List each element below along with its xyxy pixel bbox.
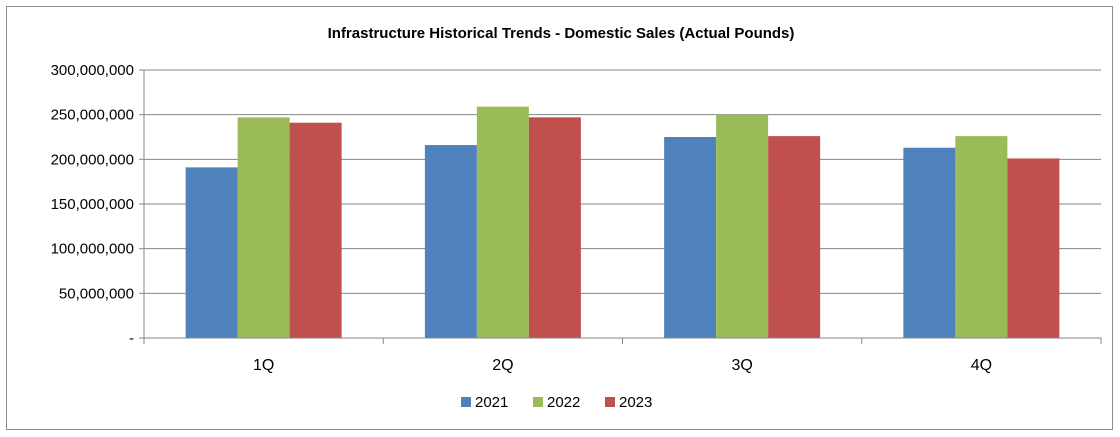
y-tick-label: 150,000,000 [51, 196, 134, 213]
bar-2022-1Q [237, 117, 290, 338]
x-category-label: 1Q [253, 357, 274, 374]
bar-2022-4Q [955, 136, 1008, 338]
legend-swatch-2023 [605, 397, 615, 407]
bar-2023-4Q [1007, 158, 1060, 338]
y-tick-label: 200,000,000 [51, 151, 134, 168]
x-category-label: 3Q [731, 357, 752, 374]
bar-2022-2Q [476, 106, 529, 338]
bars [185, 106, 1060, 339]
bar-2021-1Q [185, 167, 238, 338]
bar-2023-2Q [528, 117, 581, 338]
x-category-label: 4Q [971, 357, 992, 374]
x-category-label: 2Q [492, 357, 513, 374]
legend-label-2023: 2023 [619, 394, 652, 411]
y-tick-label: 100,000,000 [51, 241, 134, 258]
y-tick-label: - [129, 330, 134, 347]
legend-swatch-2021 [461, 397, 471, 407]
y-tick-label: 300,000,000 [51, 62, 134, 79]
legend: 2021 2022 2023 [461, 394, 652, 411]
legend-label-2022: 2022 [547, 394, 580, 411]
y-tick-label: 50,000,000 [59, 285, 134, 302]
bar-2022-3Q [716, 114, 769, 339]
chart-frame: Infrastructure Historical Trends - Domes… [6, 6, 1113, 430]
legend-label-2021: 2021 [475, 394, 508, 411]
bar-2023-3Q [768, 136, 821, 338]
bar-2021-4Q [903, 147, 956, 338]
y-tick-label: 250,000,000 [51, 107, 134, 124]
legend-swatch-2022 [533, 397, 543, 407]
bar-2021-3Q [664, 137, 717, 338]
axes: - 50,000,000 100,000,000 150,000,000 200,000… [51, 62, 1102, 374]
bar-chart: Infrastructure Historical Trends - Domes… [51, 25, 1102, 411]
bar-2023-1Q [289, 122, 342, 338]
chart-title: Infrastructure Historical Trends - Domes… [328, 25, 795, 42]
bar-2021-2Q [424, 145, 477, 338]
